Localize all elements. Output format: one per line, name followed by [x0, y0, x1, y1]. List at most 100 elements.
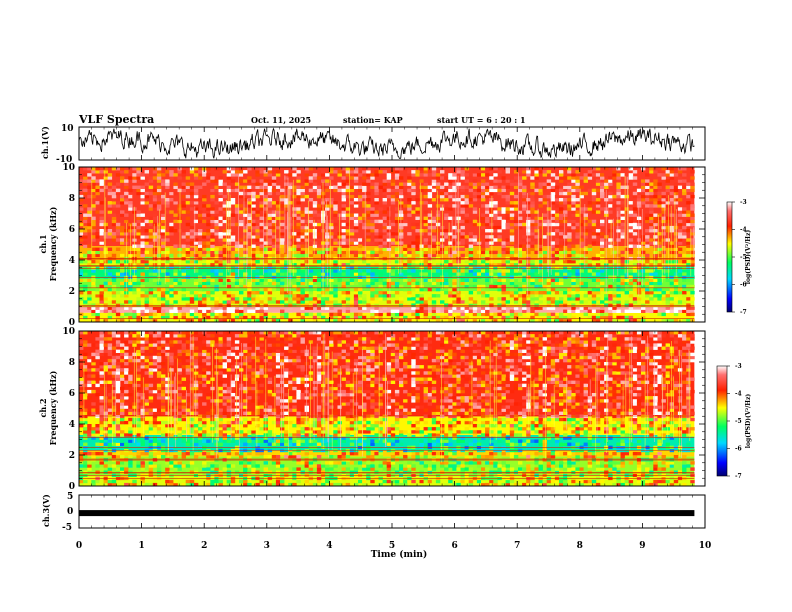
ch1-spec-cell: [394, 219, 400, 224]
ch1-spec-cell: [111, 238, 117, 242]
ch1-spec-cell: [431, 309, 437, 313]
ch1-spec-cell: [628, 281, 634, 286]
ch1-spec-cell: [136, 170, 141, 174]
ch1-spec-cell: [415, 272, 420, 276]
ch1-spec-cell: [591, 278, 597, 282]
ch1-spec-cell: [349, 266, 355, 270]
ch1-spec-cell: [472, 185, 478, 189]
ch1-spec-cell: [673, 309, 679, 313]
ch1-spec-cell: [193, 318, 199, 322]
ch1-spec-cell: [485, 253, 490, 258]
ch1-spec-cell: [321, 173, 326, 177]
ch1-spec-cell: [206, 204, 211, 208]
ch1-spec-cell: [271, 297, 277, 301]
ch1-spec-cell: [559, 253, 564, 258]
ch2-spec-cell: [148, 374, 154, 378]
ch1-spec-cell: [538, 229, 543, 233]
ch1-spec-cell: [628, 173, 634, 177]
ch1-spec-cell: [226, 204, 232, 208]
ch2-spec-cell: [156, 340, 162, 344]
ch1-spec-cell: [333, 210, 338, 214]
ch1-spec-cell: [530, 198, 535, 202]
ch1-spec-cell: [423, 229, 428, 233]
ch1-spec-cell: [280, 281, 285, 286]
ch2-spec-cell: [95, 343, 100, 347]
ch2-spec-cell: [140, 349, 145, 353]
ch1-spec-cell: [641, 185, 646, 189]
ch1-spec-cell: [489, 297, 494, 301]
ch1-spec-cell: [497, 272, 502, 276]
ch2-spec-cell: [136, 362, 141, 366]
ch2-spec-cell: [136, 352, 141, 357]
ch1-spec-cell: [460, 306, 465, 310]
ch1-spec-cell: [234, 284, 240, 289]
ch1-spec-cell: [485, 269, 490, 273]
ch1-spec-cell: [247, 287, 252, 292]
ch1-spec-cell: [271, 170, 277, 174]
ch1-spec-cell: [165, 263, 170, 267]
ch1-spec-cell: [468, 250, 474, 255]
ch2-spec-cell: [152, 334, 158, 338]
ch1-spec-cell: [608, 241, 613, 245]
ch1-spec-cell: [513, 225, 519, 230]
ch1-spec-cell: [230, 201, 236, 205]
ch1-spec-cell: [550, 185, 556, 189]
ch2-spec-cell: [165, 383, 170, 388]
ch1-spec-cell: [193, 281, 199, 286]
ch1-spec-cell: [337, 188, 342, 193]
ch1-spec-cell: [456, 204, 461, 208]
ch1-spec-cell: [526, 201, 531, 205]
ch1-spec-cell: [591, 191, 597, 196]
ch1-spec-cell: [460, 312, 465, 317]
ch1-spec-cell: [165, 232, 170, 236]
ch1-spec-cell: [136, 263, 141, 267]
ch1-spec-cell: [362, 225, 367, 230]
ch1-spec-cell: [148, 294, 154, 298]
ch1-spec-cell: [107, 207, 113, 211]
ch1-spec-cell: [513, 185, 519, 189]
ch1-spec-cell: [83, 244, 88, 248]
ch2-spec-cell: [99, 349, 104, 353]
ch1-spec-cell: [173, 312, 178, 317]
ch1-spec-cell: [472, 182, 478, 186]
ch1-spec-cell: [534, 173, 539, 177]
ch2-spec-cell: [83, 455, 88, 459]
ch1-spec-cell: [210, 207, 215, 211]
ch1-spec-cell: [542, 263, 547, 267]
ch1-spec-cell: [390, 269, 396, 273]
ch1-spec-cell: [193, 207, 199, 211]
ch1-spec-cell: [353, 170, 359, 174]
ch1-spec-cell: [645, 300, 650, 304]
ch1-spec-cell: [358, 198, 363, 202]
ch2-spec-cell: [161, 405, 166, 409]
ch2-spec-cell: [165, 467, 170, 471]
ch1-colorbar-gradient: [726, 201, 733, 313]
ch1-spec-cell: [366, 284, 371, 289]
ch2-spec-cell: [148, 482, 154, 486]
ch1-spec-cell: [345, 170, 351, 174]
ch1-spec-cell: [632, 213, 638, 217]
ch1-spec-cell: [370, 207, 375, 211]
ch1-spec-cell: [300, 179, 305, 183]
ch1-spec-cell: [255, 219, 260, 224]
ch1-spec-cell: [538, 291, 543, 295]
ch1-spec-cell: [554, 275, 560, 279]
ch1-spec-cell: [251, 278, 256, 282]
ch1-spec-cell: [362, 306, 367, 310]
ch1-spec-cell: [341, 170, 346, 174]
ch1-spec-cell: [509, 278, 515, 282]
ch1-spec-cell: [394, 170, 400, 174]
ch1-spec-cell: [431, 284, 437, 289]
ch1-spec-cell: [554, 318, 560, 322]
ch1-spec-cell: [193, 291, 199, 295]
ch1-spec-cell: [448, 294, 453, 298]
ch1-spec-cell: [505, 269, 510, 273]
ch1-spec-cell: [103, 275, 108, 279]
ch1-spec-cell: [677, 300, 683, 304]
ch1-spec-cell: [263, 232, 268, 236]
ch1-spec-cell: [374, 294, 379, 298]
ch1-spec-cell: [239, 204, 244, 208]
ch1-spec-cell: [489, 272, 494, 276]
ch2-spec-cell: [152, 470, 158, 474]
ch1-spec-cell: [669, 297, 675, 301]
